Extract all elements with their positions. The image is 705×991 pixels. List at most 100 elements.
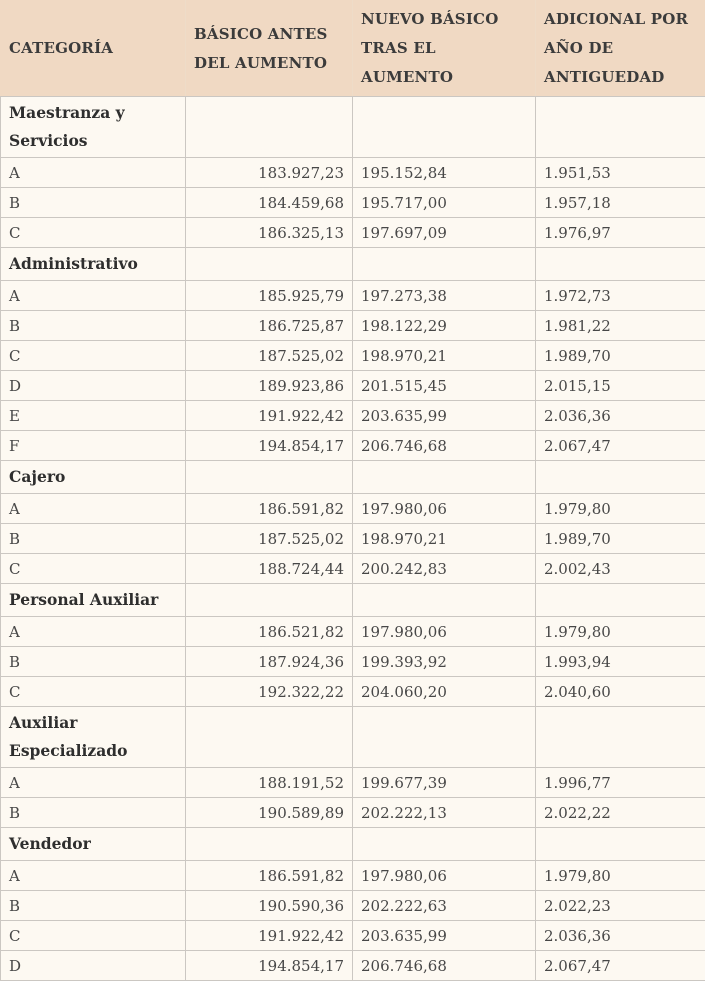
data-row: C 188.724,44 200.242,83 2.002,43 (0, 553, 705, 584)
cell-basico-antes: 183.927,23 (185, 157, 353, 188)
cell-basico-antes: 188.724,44 (185, 553, 353, 584)
cell-categoria: B (0, 646, 186, 677)
data-row: A 186.591,82 197.980,06 1.979,80 (0, 860, 705, 891)
section-row: Auxiliar Especializado (0, 706, 705, 768)
empty-cell (352, 583, 536, 617)
cell-nuevo-basico: 202.222,13 (352, 797, 536, 828)
empty-cell (352, 96, 536, 158)
cell-adicional: 1.979,80 (535, 860, 705, 891)
cell-categoria: B (0, 310, 186, 341)
cell-categoria: B (0, 523, 186, 554)
cell-adicional: 2.036,36 (535, 400, 705, 431)
data-row: B 190.590,36 202.222,63 2.022,23 (0, 890, 705, 921)
data-row: C 187.525,02 198.970,21 1.989,70 (0, 340, 705, 371)
table-body: Maestranza y Servicios A 183.927,23 195.152… (0, 96, 705, 981)
section-row: Vendedor (0, 827, 705, 861)
cell-basico-antes: 194.854,17 (185, 950, 353, 981)
empty-cell (535, 583, 705, 617)
cell-adicional: 1.951,53 (535, 157, 705, 188)
cell-nuevo-basico: 195.152,84 (352, 157, 536, 188)
cell-categoria: C (0, 340, 186, 371)
header-adicional: ADICIONAL POR AÑO DE ANTIGUEDAD (535, 0, 705, 97)
cell-categoria: E (0, 400, 186, 431)
cell-categoria: C (0, 920, 186, 951)
empty-cell (185, 247, 353, 281)
data-row: B 187.924,36 199.393,92 1.993,94 (0, 646, 705, 677)
cell-adicional: 2.022,23 (535, 890, 705, 921)
section-row: Maestranza y Servicios (0, 96, 705, 158)
cell-adicional: 1.979,80 (535, 493, 705, 524)
data-row: B 186.725,87 198.122,29 1.981,22 (0, 310, 705, 341)
cell-basico-antes: 184.459,68 (185, 187, 353, 218)
cell-categoria: C (0, 217, 186, 248)
section-name-cell: Personal Auxiliar (0, 583, 186, 617)
cell-basico-antes: 185.925,79 (185, 280, 353, 311)
cell-basico-antes: 186.591,82 (185, 860, 353, 891)
data-row: A 188.191,52 199.677,39 1.996,77 (0, 767, 705, 798)
cell-nuevo-basico: 198.122,29 (352, 310, 536, 341)
empty-cell (185, 706, 353, 768)
data-row: C 191.922,42 203.635,99 2.036,36 (0, 920, 705, 951)
empty-cell (185, 460, 353, 494)
header-categoria: CATEGORÍA (0, 0, 186, 97)
cell-categoria: B (0, 890, 186, 921)
cell-basico-antes: 191.922,42 (185, 400, 353, 431)
cell-categoria: D (0, 950, 186, 981)
cell-basico-antes: 186.725,87 (185, 310, 353, 341)
cell-categoria: B (0, 797, 186, 828)
data-row: A 186.521,82 197.980,06 1.979,80 (0, 616, 705, 647)
cell-nuevo-basico: 195.717,00 (352, 187, 536, 218)
cell-basico-antes: 191.922,42 (185, 920, 353, 951)
cell-nuevo-basico: 197.980,06 (352, 860, 536, 891)
cell-categoria: D (0, 370, 186, 401)
cell-nuevo-basico: 201.515,45 (352, 370, 536, 401)
cell-adicional: 2.022,22 (535, 797, 705, 828)
data-row: B 184.459,68 195.717,00 1.957,18 (0, 187, 705, 218)
empty-cell (535, 706, 705, 768)
header-basico-antes: BÁSICO ANTES DEL AUMENTO (185, 0, 353, 97)
cell-basico-antes: 194.854,17 (185, 430, 353, 461)
empty-cell (352, 706, 536, 768)
section-name-cell: Cajero (0, 460, 186, 494)
empty-cell (352, 460, 536, 494)
data-row: C 186.325,13 197.697,09 1.976,97 (0, 217, 705, 248)
cell-nuevo-basico: 203.635,99 (352, 920, 536, 951)
cell-basico-antes: 188.191,52 (185, 767, 353, 798)
cell-adicional: 1.989,70 (535, 523, 705, 554)
cell-categoria: C (0, 676, 186, 707)
cell-adicional: 1.993,94 (535, 646, 705, 677)
cell-nuevo-basico: 197.273,38 (352, 280, 536, 311)
cell-adicional: 1.981,22 (535, 310, 705, 341)
cell-nuevo-basico: 199.677,39 (352, 767, 536, 798)
data-row: F 194.854,17 206.746,68 2.067,47 (0, 430, 705, 461)
cell-adicional: 1.989,70 (535, 340, 705, 371)
table-header: CATEGORÍA BÁSICO ANTES DEL AUMENTO NUEVO… (0, 0, 705, 97)
data-row: B 187.525,02 198.970,21 1.989,70 (0, 523, 705, 554)
cell-nuevo-basico: 206.746,68 (352, 950, 536, 981)
cell-basico-antes: 190.590,36 (185, 890, 353, 921)
cell-basico-antes: 192.322,22 (185, 676, 353, 707)
cell-adicional: 2.040,60 (535, 676, 705, 707)
cell-adicional: 1.976,97 (535, 217, 705, 248)
cell-adicional: 1.996,77 (535, 767, 705, 798)
cell-categoria: A (0, 616, 186, 647)
cell-categoria: A (0, 767, 186, 798)
cell-nuevo-basico: 197.980,06 (352, 493, 536, 524)
cell-categoria: A (0, 157, 186, 188)
cell-nuevo-basico: 203.635,99 (352, 400, 536, 431)
cell-categoria: A (0, 493, 186, 524)
cell-adicional: 1.972,73 (535, 280, 705, 311)
cell-categoria: B (0, 187, 186, 218)
empty-cell (352, 827, 536, 861)
section-name-cell: Maestranza y Servicios (0, 96, 186, 158)
cell-adicional: 1.979,80 (535, 616, 705, 647)
cell-basico-antes: 190.589,89 (185, 797, 353, 828)
cell-categoria: F (0, 430, 186, 461)
section-row: Cajero (0, 460, 705, 494)
cell-nuevo-basico: 197.697,09 (352, 217, 536, 248)
header-nuevo-basico: NUEVO BÁSICO TRAS EL AUMENTO (352, 0, 536, 97)
empty-cell (535, 96, 705, 158)
section-row: Administrativo (0, 247, 705, 281)
cell-basico-antes: 187.525,02 (185, 523, 353, 554)
